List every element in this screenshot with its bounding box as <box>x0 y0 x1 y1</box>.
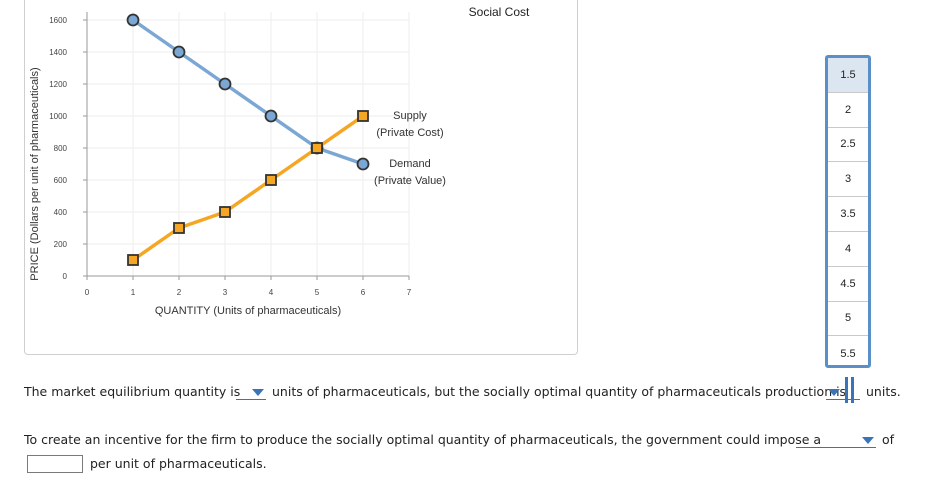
demand-label-line1: Demand <box>389 158 431 170</box>
tax-amount-input[interactable] <box>27 455 83 473</box>
x-tick-label: 1 <box>131 288 136 297</box>
question-text-1a: The market equilibrium quantity is <box>24 384 241 399</box>
chevron-down-icon <box>252 389 264 396</box>
supply-point <box>173 222 185 234</box>
supply-point <box>265 174 277 186</box>
dropdown-option[interactable]: 3.5 <box>828 197 868 232</box>
x-tick-label: 7 <box>407 288 412 297</box>
question-text-2b: of <box>882 432 895 447</box>
x-axis-label: QUANTITY (Units of pharmaceuticals) <box>155 305 341 317</box>
y-tick-label: 400 <box>54 208 68 217</box>
chart-panel: 0 200 400 600 800 1000 1200 1400 1600 0 1 2 3 4 5 6 7 QUA… <box>24 0 578 355</box>
quantity-dropdown-list[interactable]: 1.5 2 2.5 3 3.5 4 4.5 5 5.5 <box>825 55 871 368</box>
demand-line <box>132 18 364 166</box>
demand-point <box>172 45 186 59</box>
dropdown-option[interactable]: 1.5 <box>828 58 868 93</box>
y-tick-label: 600 <box>54 176 68 185</box>
demand-point <box>356 157 370 171</box>
x-tick-label: 4 <box>269 288 274 297</box>
question-text-1c: units. <box>866 384 901 399</box>
dropdown-option[interactable]: 4.5 <box>828 267 868 302</box>
y-tick-label: 200 <box>54 240 68 249</box>
y-tick-label: 1200 <box>49 80 67 89</box>
y-axis-label-container: PRICE (Dollars per unit of pharmaceutica… <box>25 0 45 354</box>
supply-point <box>311 142 323 154</box>
y-tick-label: 0 <box>63 272 68 281</box>
chevron-down-icon <box>862 437 874 444</box>
x-tick-label: 0 <box>85 288 90 297</box>
demand-point <box>218 77 232 91</box>
dropdown-option[interactable]: 5 <box>828 302 868 337</box>
dropdown-option[interactable]: 2.5 <box>828 128 868 163</box>
dropdown-option[interactable]: 2 <box>828 93 868 128</box>
dropdown-option[interactable]: 3 <box>828 162 868 198</box>
supply-point <box>127 254 139 266</box>
demand-point <box>264 109 278 123</box>
x-tick-label: 2 <box>177 288 182 297</box>
optimal-quantity-dropdown[interactable] <box>826 385 860 400</box>
social-cost-label: Social Cost <box>469 5 530 19</box>
dropdown-option[interactable]: 5.5 <box>840 347 856 360</box>
question-text-1b: units of pharmaceuticals, but the social… <box>272 384 847 399</box>
y-tick-label: 800 <box>54 144 68 153</box>
demand-point <box>126 13 140 27</box>
price-quantity-chart: 0 200 400 600 800 1000 1200 1400 1600 0 1 2 3 4 5 6 7 QUA… <box>49 5 530 317</box>
policy-type-dropdown[interactable] <box>796 433 876 448</box>
question-text-2a: To create an incentive for the firm to p… <box>24 432 822 447</box>
x-tick-label: 3 <box>223 288 228 297</box>
supply-point <box>357 110 369 122</box>
y-tick-label: 1600 <box>49 16 67 25</box>
dropdown-option[interactable]: 4 <box>828 232 868 267</box>
x-tick-label: 6 <box>361 288 366 297</box>
x-tick-label: 5 <box>315 288 320 297</box>
question-text-3: per unit of pharmaceuticals. <box>90 456 267 471</box>
y-tick-label: 1400 <box>49 48 67 57</box>
demand-label-line2: (Private Value) <box>374 175 446 187</box>
market-quantity-dropdown[interactable] <box>236 385 266 400</box>
y-tick-label: 1000 <box>49 112 67 121</box>
supply-label-line1: Supply <box>393 110 427 122</box>
chevron-down-icon <box>828 389 840 396</box>
supply-line <box>132 114 364 262</box>
y-axis-label: PRICE (Dollars per unit of pharmaceutica… <box>29 67 41 281</box>
cursor-icon <box>845 377 855 403</box>
supply-label-line2: (Private Cost) <box>376 127 443 139</box>
supply-point <box>219 206 231 218</box>
